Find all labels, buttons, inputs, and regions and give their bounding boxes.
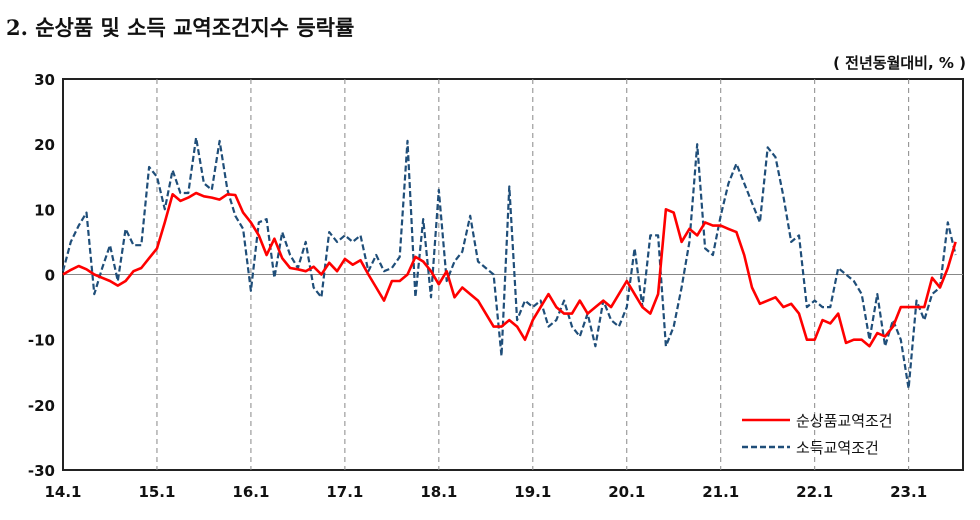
legend-label: 소득교역조건: [796, 439, 879, 457]
y-tick-label: 10: [34, 201, 55, 219]
x-tick-label: 19.1: [514, 483, 551, 501]
x-tick-label: 16.1: [232, 483, 269, 501]
x-tick-label: 23.1: [890, 483, 927, 501]
series-line: [61, 136, 957, 390]
y-tick-label: 20: [34, 136, 55, 154]
y-tick-label: -10: [28, 332, 55, 350]
x-tick-label: 20.1: [608, 483, 645, 501]
x-tick-label: 17.1: [326, 483, 363, 501]
y-tick-label: 30: [34, 71, 55, 89]
y-tick-label: 0: [45, 267, 55, 285]
unit-label: ( 전년동월대비, % ): [833, 54, 966, 72]
x-tick-label: 21.1: [702, 483, 739, 501]
x-tick-label: 18.1: [420, 483, 457, 501]
x-tick-label: 14.1: [44, 483, 81, 501]
y-tick-label: -30: [28, 462, 55, 480]
y-tick-label: -20: [28, 397, 55, 415]
legend-label: 순상품교역조건: [796, 412, 893, 430]
chart-title: 2. 순상품 및 소득 교역조건지수 등락률: [6, 15, 355, 40]
x-tick-label: 15.1: [138, 483, 175, 501]
x-tick-label: 22.1: [796, 483, 833, 501]
series-line: [62, 191, 957, 348]
